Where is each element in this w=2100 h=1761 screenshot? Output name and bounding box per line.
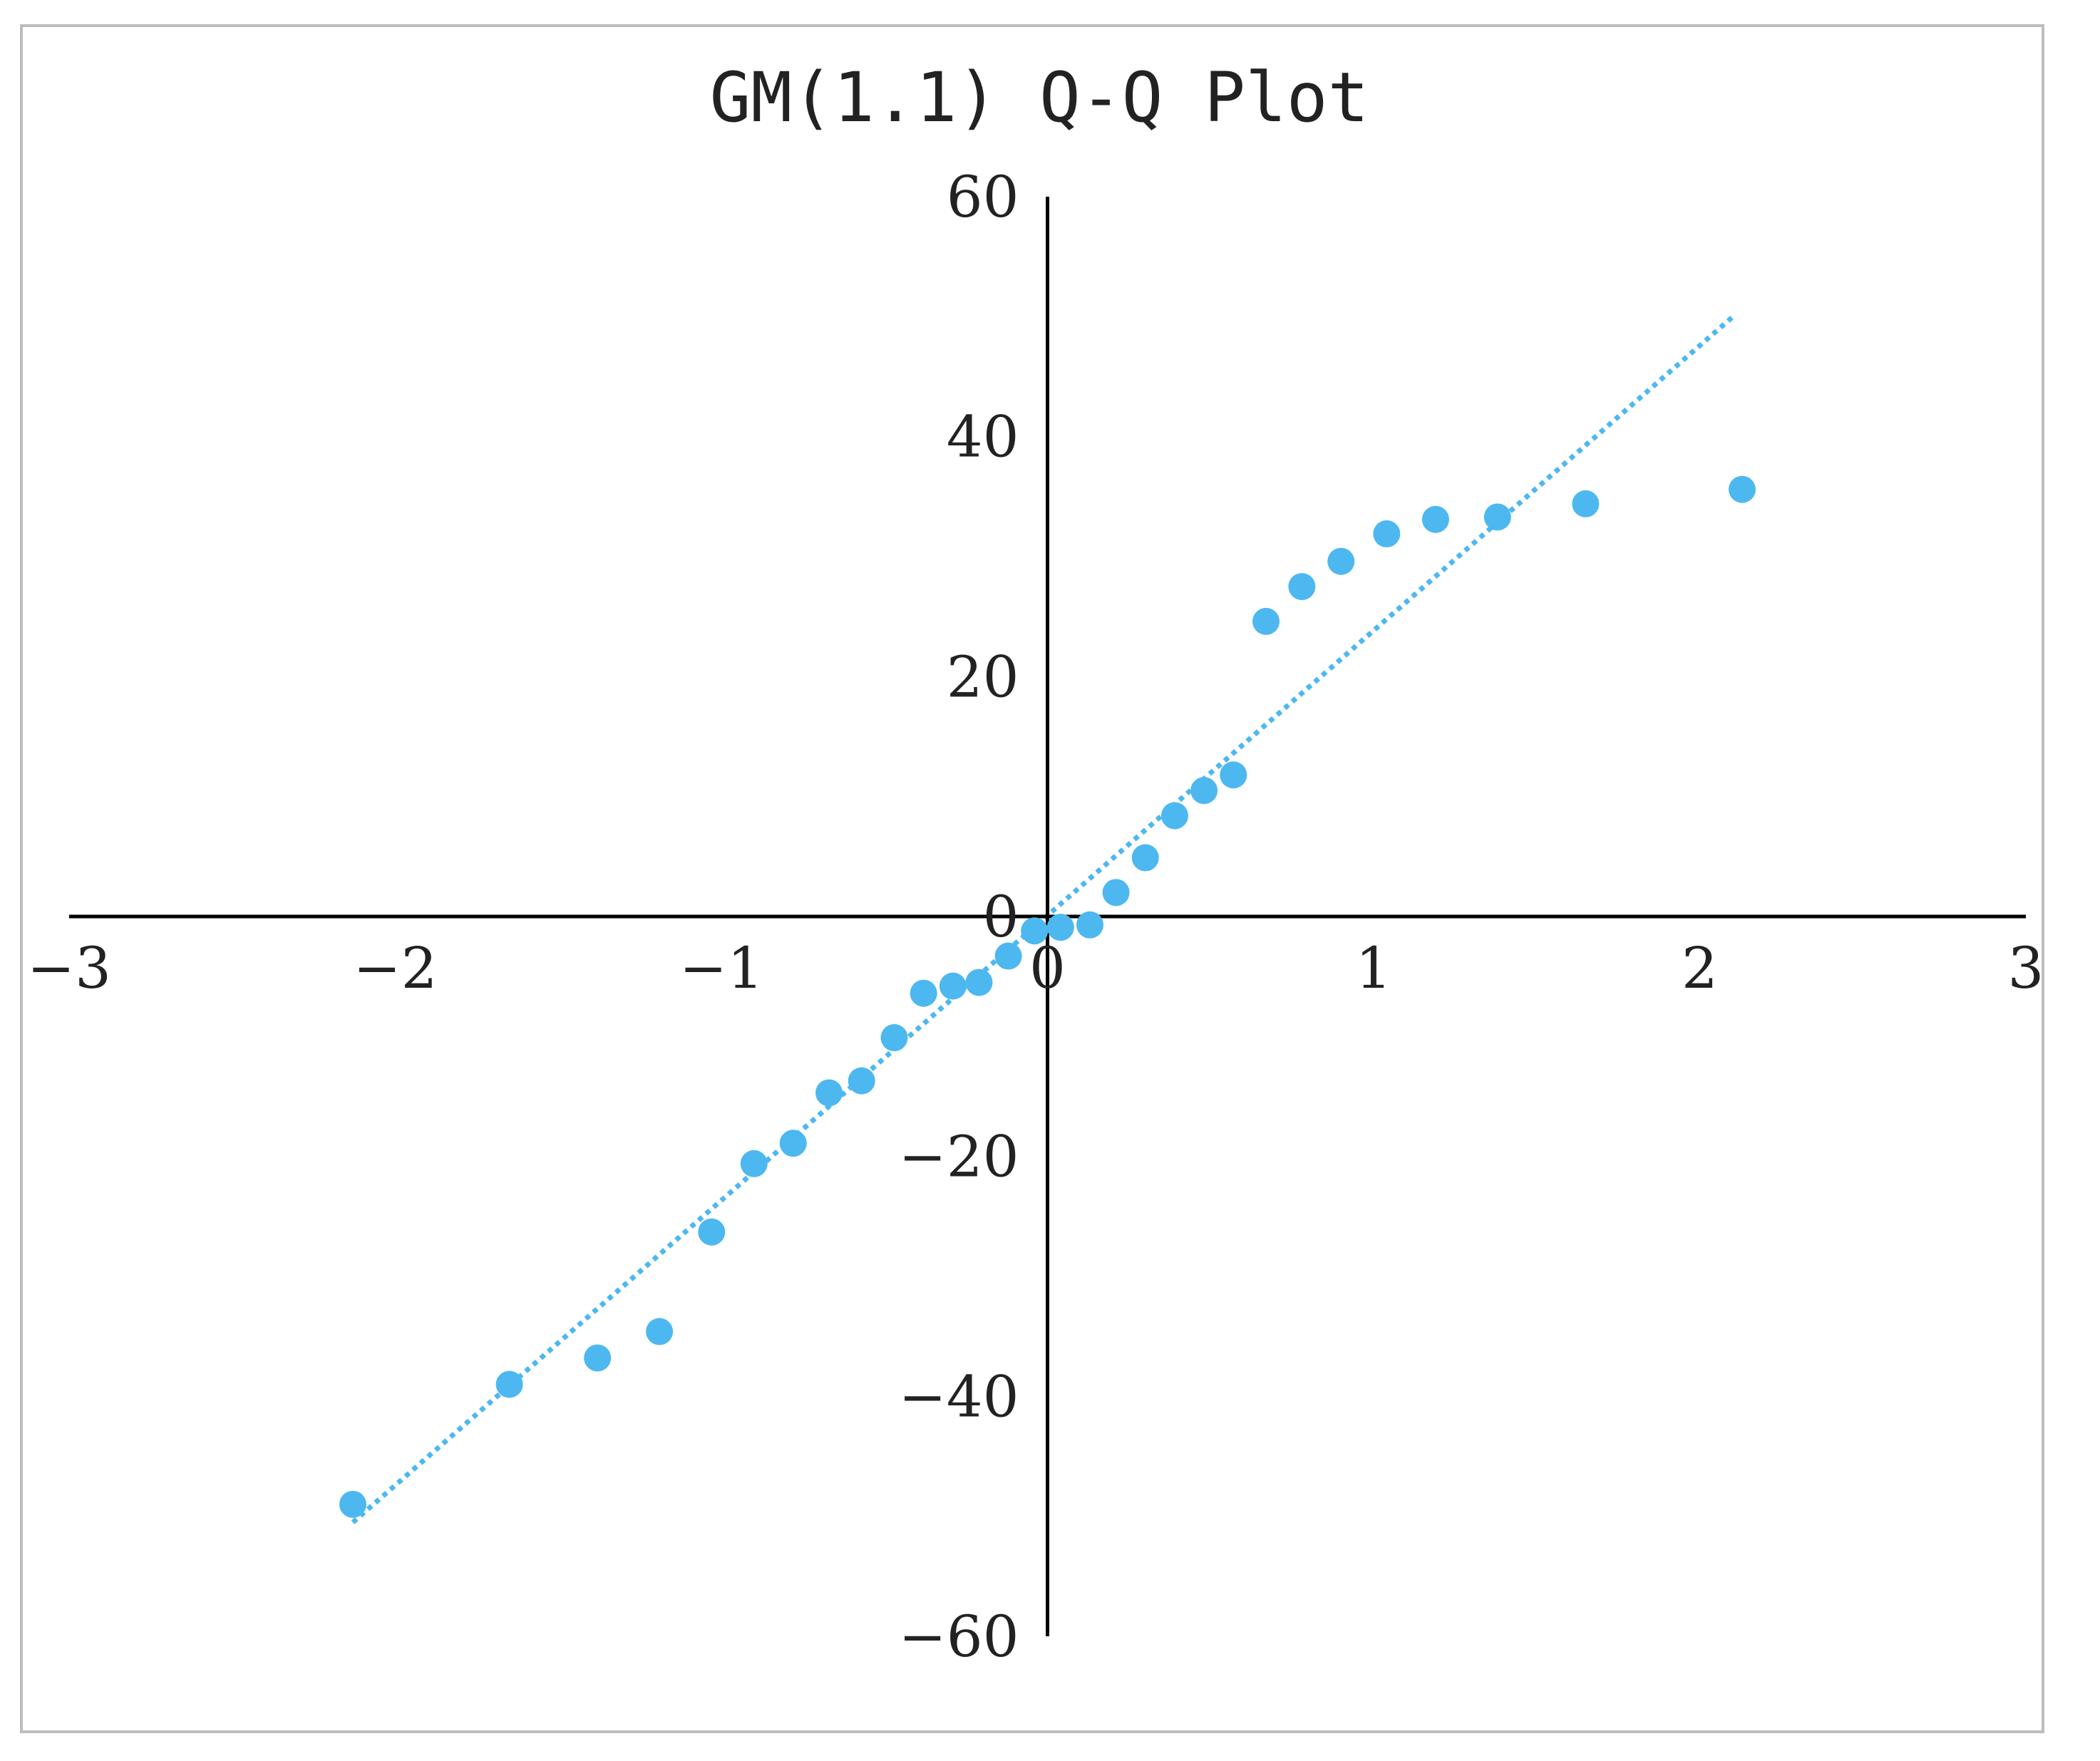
y-tick-label: −40 [899,1363,1019,1430]
data-point [994,942,1022,970]
data-point [1327,547,1355,575]
data-point [1288,573,1316,601]
data-point [910,979,937,1007]
x-tick-label: 1 [1356,935,1392,1001]
x-tick-label: −1 [679,935,763,1001]
data-point [1373,520,1401,548]
x-tick-label: 0 [1029,935,1066,1001]
data-point [339,1490,367,1518]
data-point [1421,505,1449,533]
data-point [939,972,967,1000]
data-point [880,1024,908,1052]
x-tick-label: 3 [2008,935,2044,1001]
data-point [1728,475,1756,503]
data-point [779,1130,807,1157]
x-tick-label: −3 [27,935,111,1001]
data-point [815,1079,843,1107]
data-point [965,969,993,996]
y-tick-label: 40 [947,404,1019,470]
y-tick-label: 60 [947,164,1019,230]
data-point [1220,761,1247,789]
data-point [584,1344,612,1372]
data-point [1076,911,1103,939]
x-tick-label: 2 [1682,935,1718,1001]
chart-frame [20,24,2044,1733]
data-point [1160,802,1188,830]
trendline-layer [351,312,1738,1524]
y-tick-label: −20 [899,1124,1019,1190]
data-point [646,1318,674,1346]
x-tick-label: −2 [354,935,438,1001]
data-point [1046,914,1074,941]
data-point [1483,503,1511,531]
data-point [1572,490,1600,517]
data-point [1252,607,1280,635]
y-tick-label: 20 [947,644,1019,710]
data-point [495,1370,523,1398]
y-tick-label: −60 [899,1604,1019,1670]
data-point [1102,879,1130,907]
data-point [740,1150,768,1177]
data-point [1131,844,1159,872]
data-point [1190,777,1218,805]
data-point [848,1067,875,1095]
axes-layer [69,197,2026,1636]
data-point [1021,917,1049,945]
tick-labels-layer: −3 −2 −1 0 1 2 3 −60 −40 −20 0 20 40 60 [27,164,2044,1670]
data-points-layer [339,475,1756,1518]
trendline [351,312,1738,1524]
y-tick-label: 0 [983,884,1019,950]
data-point [698,1218,726,1246]
chart-title: GM(1.1) Q-Q Plot [710,58,1369,138]
